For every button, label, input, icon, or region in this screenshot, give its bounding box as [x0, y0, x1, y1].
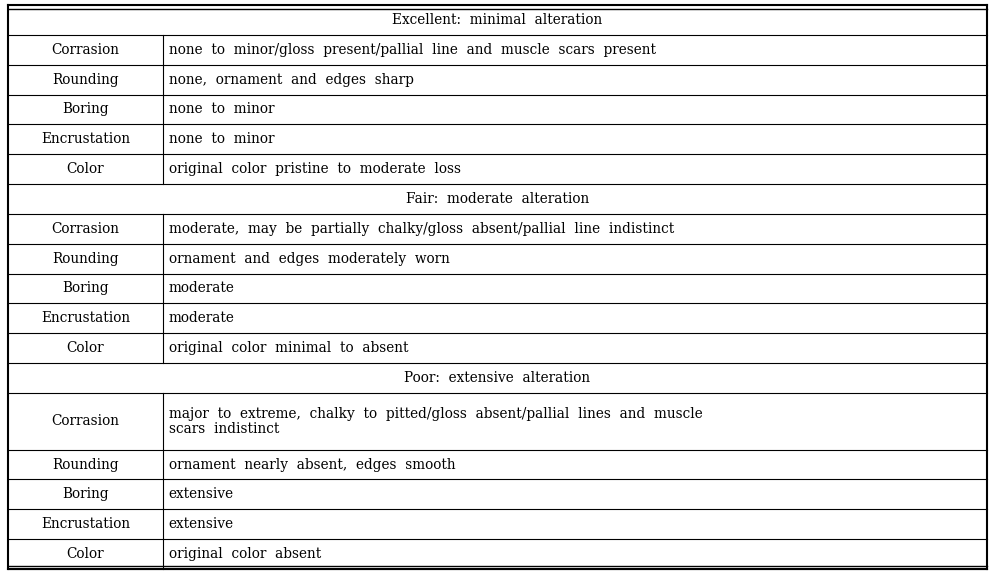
Text: Color: Color: [67, 341, 104, 355]
Text: Rounding: Rounding: [52, 72, 118, 87]
Text: moderate: moderate: [169, 281, 235, 296]
Text: original  color  pristine  to  moderate  loss: original color pristine to moderate loss: [169, 162, 460, 176]
Text: ornament  and  edges  moderately  worn: ornament and edges moderately worn: [169, 251, 449, 266]
Text: Corrasion: Corrasion: [52, 42, 119, 57]
Text: none  to  minor: none to minor: [169, 102, 274, 117]
Text: Encrustation: Encrustation: [41, 311, 130, 325]
Text: scars  indistinct: scars indistinct: [169, 422, 278, 436]
Text: none  to  minor: none to minor: [169, 132, 274, 146]
Text: none  to  minor/gloss  present/pallial  line  and  muscle  scars  present: none to minor/gloss present/pallial line…: [169, 42, 655, 57]
Text: moderate,  may  be  partially  chalky/gloss  absent/pallial  line  indistinct: moderate, may be partially chalky/gloss …: [169, 222, 673, 236]
Text: Poor:  extensive  alteration: Poor: extensive alteration: [404, 371, 590, 385]
Text: Color: Color: [67, 547, 104, 561]
Text: ornament  nearly  absent,  edges  smooth: ornament nearly absent, edges smooth: [169, 457, 455, 472]
Text: Boring: Boring: [62, 487, 108, 502]
Text: Rounding: Rounding: [52, 457, 118, 472]
Text: moderate: moderate: [169, 311, 235, 325]
Text: original  color  absent: original color absent: [169, 547, 321, 561]
Text: extensive: extensive: [169, 517, 234, 532]
Text: original  color  minimal  to  absent: original color minimal to absent: [169, 341, 408, 355]
Text: Boring: Boring: [62, 281, 108, 296]
Text: Encrustation: Encrustation: [41, 517, 130, 532]
Text: Corrasion: Corrasion: [52, 414, 119, 428]
Text: Encrustation: Encrustation: [41, 132, 130, 146]
Text: Rounding: Rounding: [52, 251, 118, 266]
Text: Corrasion: Corrasion: [52, 222, 119, 236]
Text: Boring: Boring: [62, 102, 108, 117]
Text: extensive: extensive: [169, 487, 234, 502]
Text: Fair:  moderate  alteration: Fair: moderate alteration: [406, 192, 588, 206]
Text: Color: Color: [67, 162, 104, 176]
Text: major  to  extreme,  chalky  to  pitted/gloss  absent/pallial  lines  and  muscl: major to extreme, chalky to pitted/gloss…: [169, 406, 702, 421]
Text: none,  ornament  and  edges  sharp: none, ornament and edges sharp: [169, 72, 414, 87]
Text: Excellent:  minimal  alteration: Excellent: minimal alteration: [392, 13, 602, 27]
